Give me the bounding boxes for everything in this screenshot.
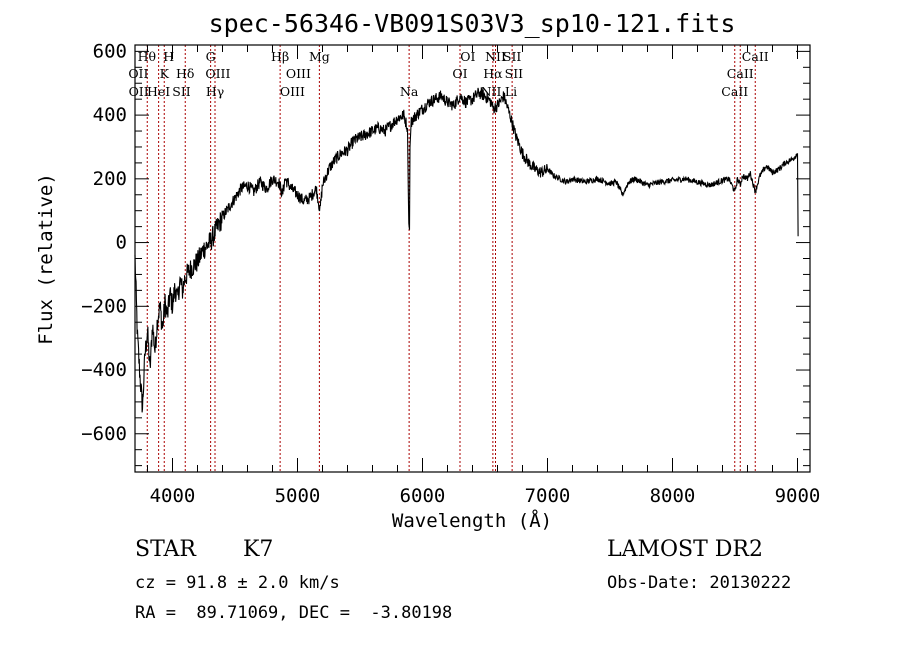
spectral-line-label: NII (485, 49, 506, 64)
y-tick-label: 200 (93, 168, 127, 190)
x-tick-label: 8000 (650, 485, 696, 507)
object-class: STAR (135, 537, 196, 562)
redshift-velocity: cz = 91.8 ± 2.0 km/s (135, 573, 340, 593)
chart-title: spec-56346-VB091S03V3_sp10-121.fits (209, 9, 736, 38)
x-tick-label: 5000 (275, 485, 321, 507)
spectrum-series-line (134, 87, 799, 413)
spectral-line-label: Hδ (176, 66, 194, 81)
y-tick-label: 400 (93, 104, 127, 126)
spectral-line-label: H (163, 49, 174, 64)
spectral-line-label: CaII (742, 49, 769, 64)
spectral-line-label: OII (129, 84, 149, 99)
spectral-line-label: SII (505, 66, 524, 81)
spectral-line-label: HeI (147, 84, 170, 99)
y-tick-label: −400 (81, 359, 127, 381)
spectral-line-label: Li (505, 84, 517, 99)
spectral-line-label: SII (503, 49, 522, 64)
spectral-line-label: CaII (721, 84, 748, 99)
spectral-line-label: OIII (205, 66, 230, 81)
x-tick-label: 6000 (400, 485, 446, 507)
observation-date: Obs-Date: 20130222 (607, 573, 792, 593)
y-tick-label: 600 (93, 40, 127, 62)
spectral-line-labels: Hθ OII OII HK HeI Hδ SII G OIII Hγ Hβ OIII OIII Mg Na O… (128, 49, 768, 99)
spectral-line-label: Hα (483, 66, 503, 81)
survey-name: LAMOST DR2 (607, 537, 763, 562)
spectral-line-label: CaII (727, 66, 754, 81)
spectral-line-label: NII (481, 84, 502, 99)
x-tick-label: 4000 (150, 485, 196, 507)
coordinates: RA = 89.71069, DEC = -3.80198 (135, 603, 453, 623)
spectral-line-markers (146, 45, 756, 472)
x-tick-label: 9000 (775, 485, 821, 507)
spectral-line-label: OI (452, 66, 467, 81)
spectral-line-label: OI (460, 49, 475, 64)
x-tick-label: 7000 (525, 485, 571, 507)
spectral-line-label: K (160, 66, 170, 81)
spectral-line-label: OII (128, 66, 148, 81)
plot-frame (134, 44, 811, 473)
y-axis-label: Flux (relative) (35, 173, 57, 345)
x-axis-label: Wavelength (Å) (392, 509, 552, 532)
y-tick-label: 0 (116, 232, 127, 254)
spectral-line-label: Na (400, 84, 419, 99)
spectral-line-label: OIII (286, 66, 311, 81)
spectral-line-label: Hθ (138, 49, 156, 64)
y-tick-label: −600 (81, 423, 127, 445)
spectral-line-label: SII (172, 84, 191, 99)
y-tick-label: −200 (81, 295, 127, 317)
spectral-line-label: G (206, 49, 216, 64)
spectral-line-label: OIII (280, 84, 305, 99)
spectral-line-label: Mg (309, 49, 330, 64)
axis-ticks: 4000 5000 6000 7000 8000 9000 −600 −400 −200 0 200… (81, 40, 820, 507)
spectral-line-label: Hβ (271, 49, 289, 64)
spectral-line-label: Hγ (206, 84, 224, 99)
object-subclass: K7 (243, 537, 274, 562)
